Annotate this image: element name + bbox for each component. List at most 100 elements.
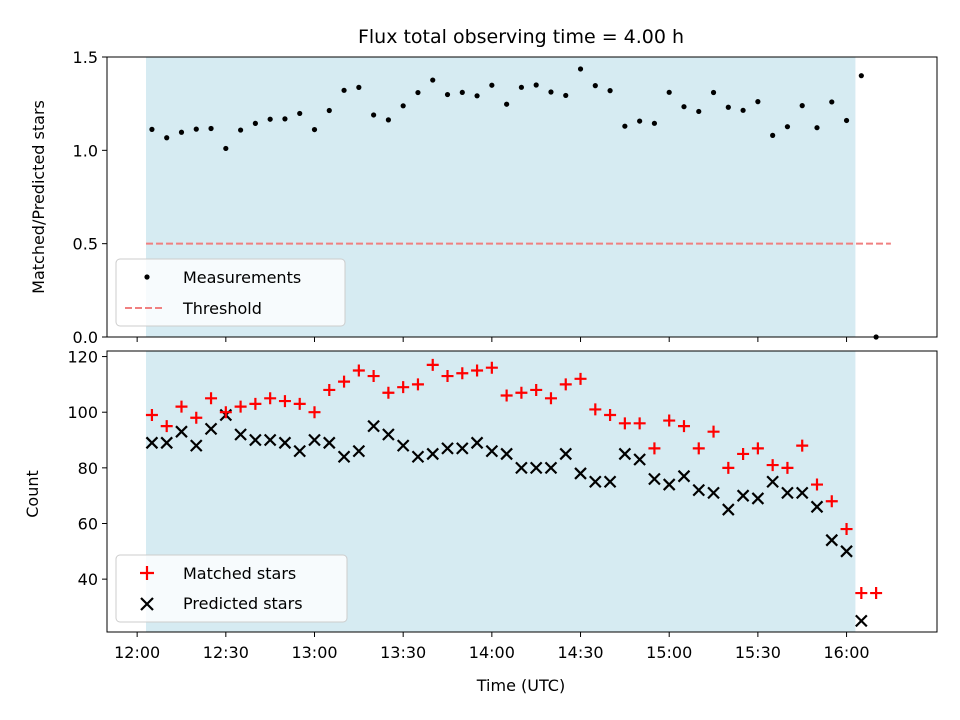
x-axis-label: Time (UTC)	[476, 676, 565, 695]
measurement-points	[149, 66, 879, 340]
measurement-point	[282, 116, 288, 122]
matched-stars-point	[264, 392, 277, 405]
legend-measurements-marker	[144, 274, 150, 280]
matched-stars-point	[530, 383, 543, 396]
bottom-axes-frame	[106, 350, 938, 633]
matched-stars-point	[870, 587, 883, 600]
predicted-stars-point	[470, 436, 484, 450]
measurement-point	[607, 88, 613, 94]
bottom-y-tick-label: 80	[78, 459, 98, 478]
predicted-stars-point	[707, 486, 720, 500]
predicted-stars-point	[160, 436, 173, 450]
measurement-point	[474, 93, 480, 99]
top-legend: Measurements Threshold	[115, 258, 346, 327]
predicted-stars-point	[500, 447, 513, 461]
measurement-point	[459, 89, 465, 96]
measurement-point	[178, 129, 185, 135]
x-tick-label: 13:00	[291, 643, 337, 662]
measurement-point	[430, 77, 436, 83]
predicted-stars-point	[337, 450, 351, 464]
matched-stars-point	[544, 392, 557, 405]
legend-predicted-label: Predicted stars	[183, 594, 303, 613]
legend-threshold-label: Threshold	[182, 299, 262, 318]
matched-stars-point	[589, 403, 602, 416]
predicted-stars-point	[278, 436, 292, 450]
bottom-legend: Matched stars Predicted stars	[115, 554, 348, 623]
predicted-stars-point	[441, 442, 454, 455]
matched-stars-point	[293, 397, 306, 410]
measurement-point	[651, 120, 658, 126]
predicted-stars-point	[263, 433, 277, 447]
top-x-ticks	[136, 337, 848, 342]
top-y-tick-label: 1.0	[73, 141, 98, 160]
measurement-point	[371, 112, 377, 118]
x-tick-label: 14:00	[469, 643, 515, 662]
top-axes-frame	[106, 56, 938, 338]
measurement-point	[238, 127, 244, 133]
measurement-point	[223, 145, 229, 152]
predicted-stars-point	[515, 461, 528, 475]
legend-measurements-label: Measurements	[183, 268, 301, 287]
predicted-stars-point	[426, 447, 440, 461]
matched-stars-point	[766, 459, 779, 472]
matched-stars-point	[249, 397, 262, 410]
matched-stars-point	[825, 495, 838, 508]
measurement-point	[267, 116, 273, 122]
predicted-stars-point	[544, 461, 558, 475]
measurement-point	[740, 107, 746, 113]
measurement-point	[577, 66, 584, 72]
matched-stars-point	[618, 417, 631, 430]
top-y-tick-label: 0.0	[73, 328, 98, 347]
measurement-point	[193, 126, 199, 132]
predicted-stars-point	[293, 444, 306, 458]
measurement-point	[858, 73, 864, 79]
matched-stars-point	[160, 420, 173, 433]
measurement-point	[696, 108, 702, 115]
measurement-point	[252, 120, 258, 126]
matched-stars-point	[308, 406, 321, 419]
matched-stars-point	[840, 523, 853, 536]
top-y-ticks: 0.0 0.5 1.0 1.5	[73, 48, 107, 347]
matched-stars-point	[810, 478, 823, 491]
predicted-stars-point	[485, 444, 499, 458]
matched-stars-point	[338, 375, 351, 388]
matched-stars-points	[145, 358, 883, 600]
matched-stars-point	[692, 442, 705, 455]
count-plot: 40 60 80 100 120 12:00 12:30 13:00 13:30 14:00 14…	[23, 348, 938, 695]
measurement-point	[208, 125, 214, 132]
matched-stars-point	[190, 411, 203, 424]
predicted-stars-point	[722, 503, 735, 516]
predicted-stars-point	[662, 478, 676, 491]
predicted-stars-point	[589, 475, 602, 489]
predicted-stars-point	[781, 486, 794, 500]
x-tick-label: 13:30	[380, 643, 426, 662]
measurement-point	[843, 117, 850, 124]
matched-stars-point	[323, 383, 336, 396]
matched-stars-point	[219, 406, 232, 419]
predicted-stars-point	[249, 433, 262, 447]
predicted-stars-point	[559, 447, 573, 461]
predicted-stars-point	[145, 436, 159, 450]
matched-stars-point	[663, 414, 676, 427]
measurement-point	[681, 104, 687, 110]
predicted-stars-point	[677, 469, 691, 483]
measurement-point	[799, 103, 805, 109]
matched-stars-point	[604, 408, 617, 421]
bottom-legend-box	[115, 554, 348, 623]
measurement-point	[829, 99, 835, 105]
predicted-stars-point	[367, 419, 380, 433]
matched-stars-point	[441, 370, 454, 383]
predicted-stars-point	[795, 486, 809, 500]
matched-stars-point	[397, 381, 410, 394]
matched-stars-point	[648, 442, 661, 455]
predicted-stars-point	[810, 500, 824, 514]
matched-stars-point	[722, 461, 735, 474]
measurement-point	[415, 89, 421, 96]
matched-stars-point	[456, 367, 469, 380]
bottom-y-tick-label: 40	[78, 570, 98, 589]
predicted-stars-point	[633, 453, 646, 466]
predicted-stars-point	[382, 428, 395, 441]
predicted-stars-point	[648, 472, 661, 486]
measurement-point	[725, 104, 731, 110]
measurement-point	[814, 125, 820, 131]
